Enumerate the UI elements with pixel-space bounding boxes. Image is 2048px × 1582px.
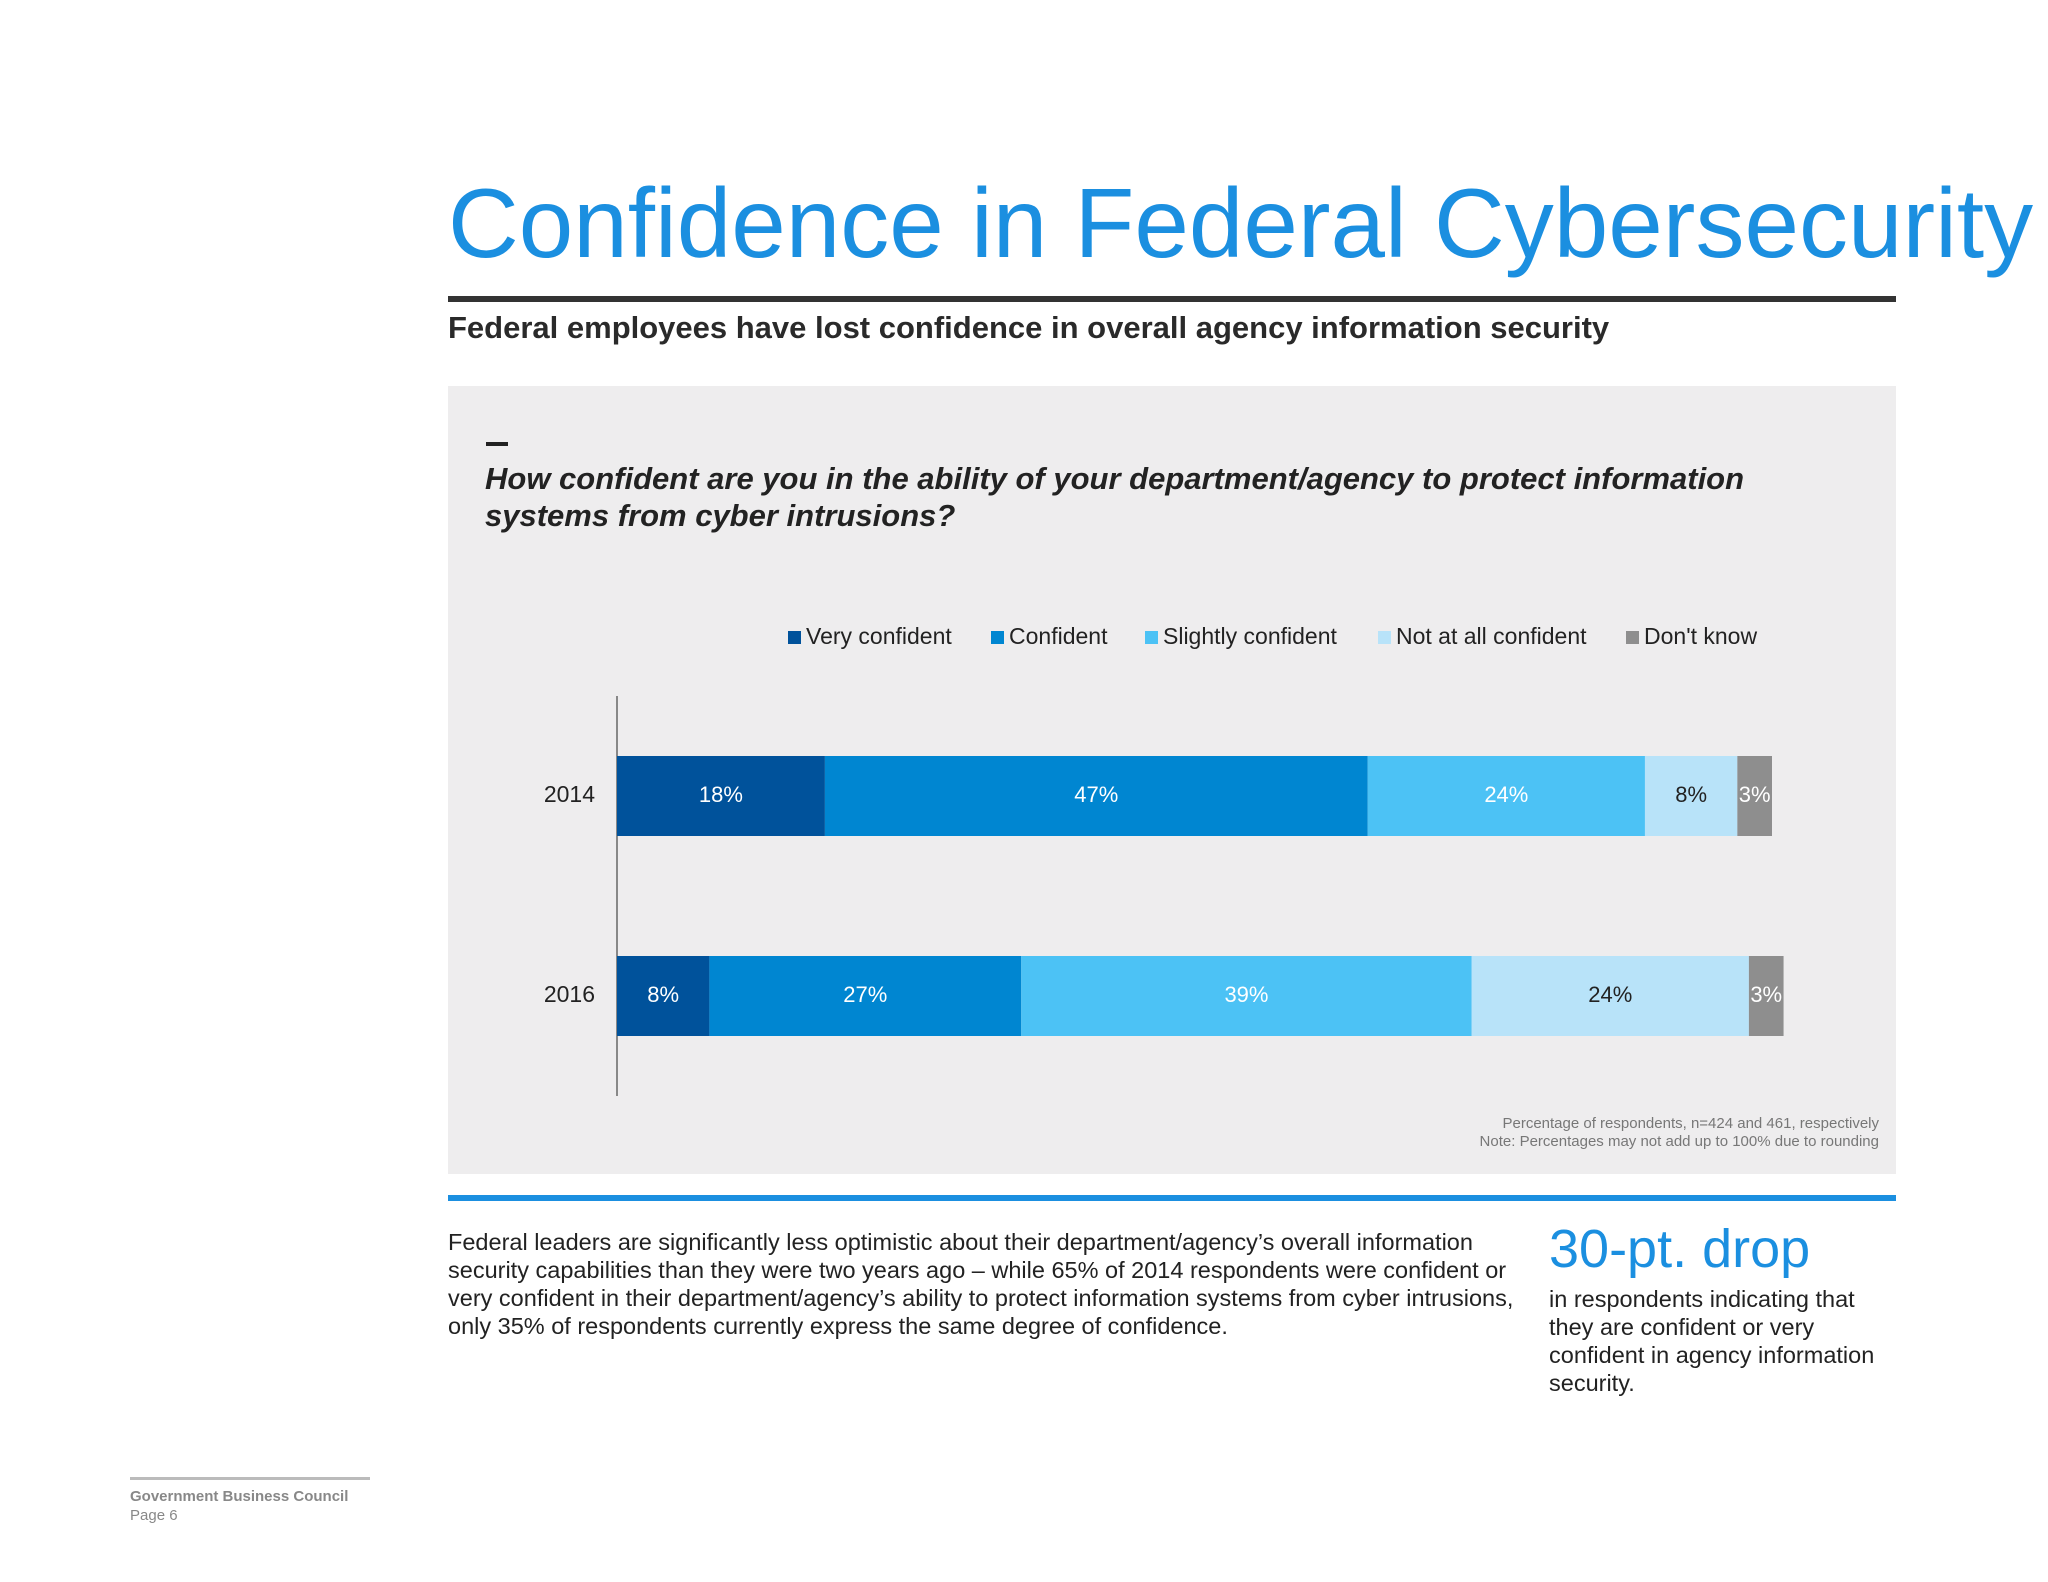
data-label-2014-very-confident: 18% (699, 782, 743, 807)
title-rule (448, 296, 1896, 302)
legend-swatch-confident (991, 631, 1004, 644)
page-title: Confidence in Federal Cybersecurity (448, 168, 2034, 278)
data-label-2016-slightly-confident: 39% (1224, 982, 1268, 1007)
chart-panel: How confident are you in the ability of … (448, 386, 1896, 1174)
legend-label-don-t-know: Don't know (1644, 623, 1757, 649)
data-label-2014-don-t-know: 3% (1739, 782, 1771, 807)
stat-callout-value: 30-pt. drop (1549, 1219, 1811, 1279)
bar-2014-slightly-confident (1367, 756, 1645, 836)
bar-2014-not-at-all-confident (1644, 756, 1738, 836)
legend-label-slightly-confident: Slightly confident (1163, 623, 1337, 649)
data-label-2016-very-confident: 8% (647, 982, 679, 1007)
chart-notes: Percentage of respondents, n=424 and 461… (1480, 1115, 1879, 1151)
bar-2016-very-confident (617, 956, 710, 1036)
data-label-2016-confident: 27% (843, 982, 887, 1007)
body-paragraph: Federal leaders are significantly less o… (448, 1229, 1514, 1339)
data-label-2014-not-at-all-confident: 8% (1675, 782, 1707, 807)
bar-2014-confident (824, 756, 1368, 836)
legend-label-confident: Confident (1009, 623, 1108, 649)
panel-dash (486, 442, 508, 446)
bar-2016-confident (709, 956, 1022, 1036)
data-label-2016-not-at-all-confident: 24% (1588, 982, 1632, 1007)
bar-2016-don-t-know (1748, 956, 1784, 1036)
legend-swatch-very-confident (788, 631, 801, 644)
data-label-2016-don-t-know: 3% (1750, 982, 1782, 1007)
data-label-2014-confident: 47% (1074, 782, 1118, 807)
bar-2016-slightly-confident (1021, 956, 1472, 1036)
bar-2014-very-confident (617, 756, 825, 836)
footer-page-number: Page 6 (130, 1507, 178, 1524)
stacked-bar-chart: Very confident Confident Slightly confiden… (544, 623, 1784, 1096)
bar-2016-not-at-all-confident (1471, 956, 1749, 1036)
legend-swatch-slightly-confident (1145, 631, 1158, 644)
data-label-2014-slightly-confident: 24% (1484, 782, 1528, 807)
chart-note-rounding: Note: Percentages may not add up to 100%… (1479, 1133, 1879, 1150)
category-label-2016: 2016 (544, 981, 595, 1007)
category-label-2014: 2014 (544, 781, 595, 807)
legend-label-not-at-all-confident: Not at all confident (1396, 623, 1587, 649)
footer-rule (130, 1477, 370, 1480)
survey-question: How confident are you in the ability of … (485, 461, 1745, 533)
stat-callout-text: in respondents indicating that they are … (1549, 1286, 1875, 1396)
legend-swatch-don-t-know (1626, 631, 1639, 644)
footer-organization: Government Business Council (130, 1488, 349, 1505)
legend-label-very-confident: Very confident (806, 623, 952, 649)
bar-2014-don-t-know (1737, 756, 1772, 836)
legend-swatch-not-at-all-confident (1378, 631, 1391, 644)
section-rule (448, 1195, 1896, 1201)
page-subtitle: Federal employees have lost confidence i… (448, 310, 1610, 345)
chart-note-sample: Percentage of respondents, n=424 and 461… (1502, 1115, 1879, 1132)
